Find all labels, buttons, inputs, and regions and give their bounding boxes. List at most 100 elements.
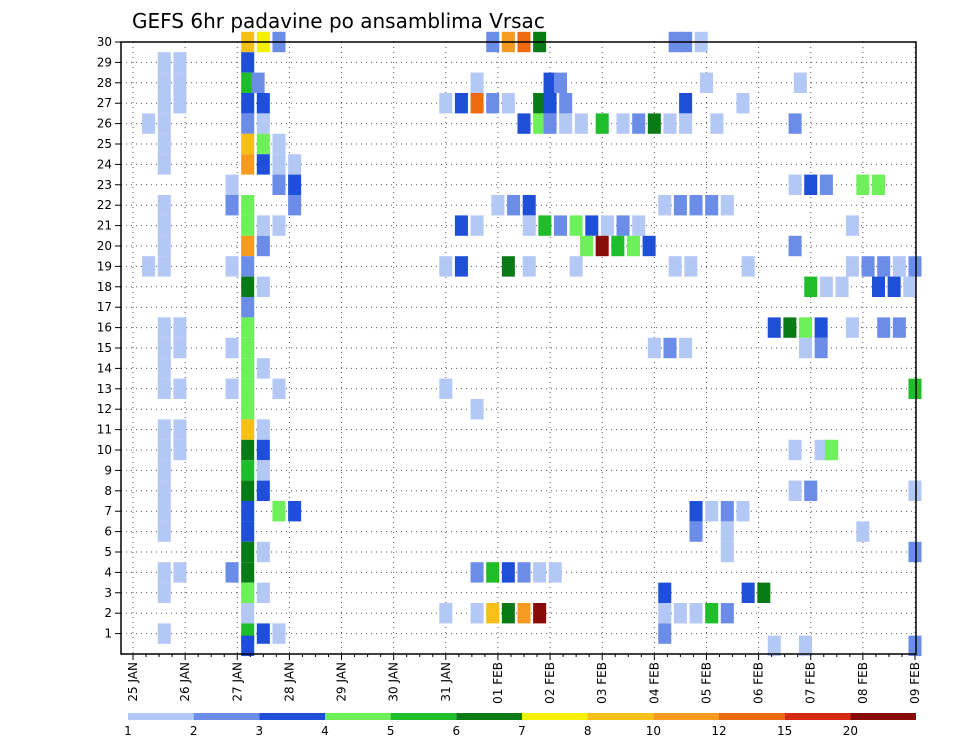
colorbar-label: 6	[453, 724, 461, 738]
precip-cell	[819, 276, 833, 297]
y-tick-label: 6	[104, 525, 112, 539]
precip-cell	[142, 256, 156, 277]
precip-cell	[814, 317, 828, 338]
precip-cell	[272, 174, 286, 195]
precip-cell	[507, 195, 521, 216]
precip-cell	[241, 378, 255, 399]
x-tick-label: 08 FEB	[856, 662, 870, 704]
precip-cell	[501, 562, 515, 583]
precip-cell	[241, 399, 255, 420]
precip-cell	[501, 603, 515, 624]
precip-cell	[799, 337, 813, 359]
colorbar-segment	[522, 713, 588, 720]
precip-cell	[241, 93, 255, 114]
precip-cell	[157, 501, 171, 522]
colorbar-label: 3	[256, 724, 264, 738]
precip-cell	[559, 93, 573, 114]
precip-cell	[157, 195, 171, 216]
precip-cell	[793, 72, 807, 93]
precip-cell	[142, 113, 156, 134]
x-tick-label: 29 JAN	[335, 662, 349, 702]
precip-cell	[256, 439, 270, 461]
precip-cell	[553, 72, 568, 93]
precip-cell	[256, 154, 270, 175]
x-tick-label: 07 FEB	[804, 662, 818, 704]
x-tick-label: 28 JAN	[282, 662, 296, 702]
precip-cell	[241, 501, 255, 522]
precip-cell	[241, 337, 255, 359]
precip-cell	[173, 378, 187, 399]
precip-cell	[705, 195, 719, 216]
precip-cell	[585, 215, 599, 236]
precip-cell	[856, 174, 870, 195]
precip-cell	[288, 195, 302, 216]
precip-cell	[241, 297, 255, 318]
precip-cell	[533, 603, 547, 624]
colorbar-label: 8	[584, 724, 592, 738]
precip-cell	[517, 603, 531, 624]
precip-cell	[626, 235, 640, 257]
precip-cell	[157, 235, 171, 257]
precip-cell	[241, 635, 255, 657]
precip-cell	[569, 215, 583, 236]
precip-cell	[288, 174, 302, 195]
precip-cell	[871, 276, 886, 297]
precip-cell	[173, 52, 187, 73]
precip-cell	[486, 562, 500, 583]
precip-cell	[804, 174, 818, 195]
colorbar-label: 10	[646, 724, 661, 738]
precip-cell	[574, 113, 588, 134]
precip-cell	[903, 276, 917, 297]
precip-cell	[616, 215, 630, 236]
precip-cell	[673, 195, 687, 216]
colorbar-segment	[456, 713, 522, 720]
precip-cell	[757, 582, 771, 603]
precip-cell	[663, 113, 677, 134]
precip-cell	[470, 399, 484, 420]
x-tick-label: 03 FEB	[595, 662, 609, 704]
colorbar-segment	[390, 713, 457, 720]
precip-cell	[173, 317, 187, 338]
colorbar-label: 5	[387, 724, 395, 738]
precip-cell	[736, 501, 750, 522]
colorbar-segment	[850, 713, 916, 720]
x-tick-label: 05 FEB	[699, 662, 713, 704]
precip-cell	[741, 256, 755, 277]
y-tick-label: 7	[104, 504, 112, 518]
precip-cell	[548, 562, 562, 583]
y-tick-label: 5	[104, 545, 112, 559]
precip-cell	[679, 113, 693, 134]
precip-cell	[642, 235, 656, 257]
precip-cell	[272, 501, 286, 522]
colorbar-label: 12	[711, 724, 726, 738]
precip-cell	[256, 113, 270, 134]
precip-cell	[241, 562, 255, 583]
precip-cell	[799, 317, 813, 338]
precip-cell	[157, 72, 171, 93]
precip-cell	[658, 623, 672, 644]
y-tick-label: 15	[97, 341, 112, 355]
y-tick-label: 14	[97, 361, 112, 375]
precip-cell	[783, 317, 797, 338]
precip-cell	[173, 72, 187, 93]
precip-cell	[241, 256, 255, 277]
precip-cell	[173, 93, 187, 114]
precip-cell	[439, 256, 453, 277]
precip-cell	[720, 541, 734, 563]
colorbar-segment	[325, 713, 391, 720]
colorbar-segment	[193, 713, 260, 720]
colorbar-segment	[128, 713, 194, 720]
precip-cell	[668, 256, 682, 277]
precip-cell	[272, 378, 286, 399]
precip-cell	[595, 113, 609, 134]
precip-cell	[157, 337, 171, 359]
colorbar-label: 2	[190, 724, 198, 738]
y-tick-label: 22	[97, 198, 112, 212]
precip-cell	[819, 174, 833, 195]
precip-cell	[814, 337, 828, 359]
colorbar-segment	[653, 713, 719, 720]
precip-cell	[241, 521, 255, 542]
precip-cell	[720, 195, 734, 216]
precip-cell	[804, 480, 818, 501]
precip-cell	[600, 215, 614, 236]
